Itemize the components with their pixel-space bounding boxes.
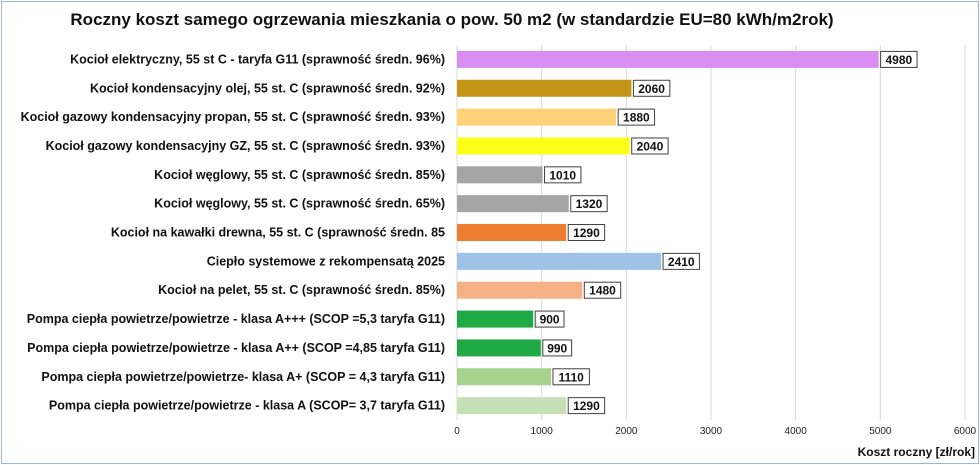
data-label-box: [583, 281, 622, 299]
category-label: Ciepło systemowe z rekompensatą 2025: [207, 254, 445, 268]
data-label-box: [662, 252, 700, 270]
bar: [457, 137, 630, 155]
category-label: Kocioł elektryczny, 55 st C - taryfa G11…: [70, 52, 445, 66]
bar: [457, 397, 567, 415]
category-label: Kocioł kondensacyjny olej, 55 st. C (spr…: [90, 81, 445, 95]
data-label: 1320: [576, 197, 603, 211]
data-label-box: [567, 224, 606, 242]
category-label: Kocioł gazowy kondensacyjny propan, 55 s…: [21, 110, 445, 124]
data-label-box: [534, 310, 565, 328]
data-label-box: [552, 368, 590, 386]
bar: [457, 79, 632, 97]
x-tick-label: 2000: [615, 426, 638, 437]
x-tick-label: 0: [454, 426, 460, 437]
data-labels: 4980 2060 1880 2040 1010 1320 1290 2410 1480 900 9…: [534, 50, 918, 415]
data-label-box: [544, 166, 582, 184]
category-label: Kocioł węglowy, 55 st. C (sprawność śred…: [154, 197, 445, 211]
category-label: Pompa ciepła powietrze/powietrze- klasa …: [41, 370, 445, 384]
chart-title: Roczny koszt samego ogrzewania mieszkani…: [70, 10, 834, 29]
x-tick-label: 6000: [954, 426, 977, 437]
bar: [457, 224, 567, 242]
bar: [457, 310, 534, 328]
data-label: 1110: [558, 370, 584, 384]
category-label: Kocioł węglowy, 55 st. C (sprawność śred…: [154, 168, 445, 182]
data-label: 1010: [549, 168, 576, 182]
bar: [457, 339, 541, 357]
x-axis-ticks: 0 1000 2000 3000 4000 5000 6000: [454, 426, 976, 437]
category-label: Kocioł gazowy kondensacyjny GZ, 55 st. C…: [46, 139, 445, 153]
x-tick-label: 5000: [869, 426, 892, 437]
gridlines: [456, 45, 966, 421]
bar: [457, 108, 617, 126]
data-label-box: [617, 108, 656, 126]
x-tick-label: 4000: [785, 426, 808, 437]
category-label: Pompa ciepła powietrze/powietrze - klasa…: [27, 341, 445, 355]
bars: [457, 50, 879, 415]
category-label: Kocioł na kawałki drewna, 55 st. C (spra…: [111, 226, 445, 240]
data-label: 1290: [573, 399, 600, 413]
data-label: 1880: [623, 111, 650, 125]
data-label: 1290: [573, 226, 600, 240]
x-axis-label: Koszt roczny [zł/rok]: [858, 445, 975, 459]
data-label: 2410: [668, 255, 695, 269]
data-label-box: [567, 397, 606, 415]
data-label-box: [631, 137, 669, 155]
data-label: 900: [540, 313, 560, 327]
data-label-box: [880, 50, 918, 68]
category-label: Pompa ciepła powietrze/powietrze - klasa…: [49, 399, 445, 413]
x-tick-label: 1000: [531, 426, 554, 437]
bar: [457, 368, 551, 386]
data-label-box: [570, 195, 608, 213]
x-tick-label: 3000: [700, 426, 723, 437]
data-label: 1480: [589, 284, 616, 298]
category-labels: Kocioł elektryczny, 55 st C - taryfa G11…: [21, 52, 445, 412]
bar: [457, 166, 543, 184]
data-label: 990: [547, 341, 567, 355]
data-label: 2040: [637, 139, 664, 153]
bar: [457, 50, 879, 68]
bar: [457, 195, 569, 213]
category-label: Kocioł na pelet, 55 st. C (sprawność śre…: [158, 283, 445, 297]
bar: [457, 281, 583, 299]
data-label: 4980: [885, 53, 912, 67]
data-label-box: [542, 339, 573, 357]
category-label: Pompa ciepła powietrze/powietrze - klasa…: [27, 312, 445, 326]
data-label-box: [632, 79, 671, 97]
data-label: 2060: [638, 82, 665, 96]
bar: [457, 252, 662, 270]
